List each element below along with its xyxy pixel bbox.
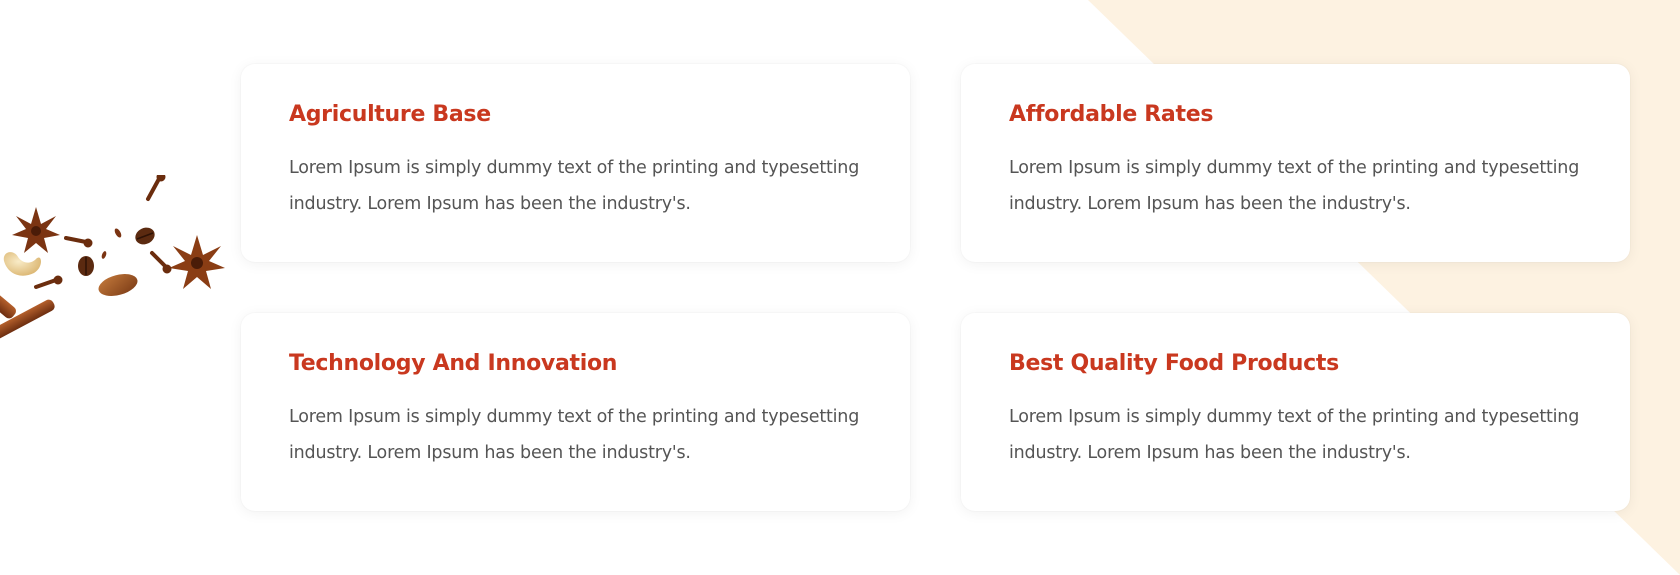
star-anise-icon bbox=[12, 207, 60, 253]
cinnamon-stick-icon bbox=[0, 280, 55, 344]
almond-icon bbox=[98, 274, 138, 296]
features-grid: Agriculture Base Lorem Ipsum is simply d… bbox=[241, 64, 1630, 512]
clove-icon bbox=[34, 175, 172, 289]
feature-description: Lorem Ipsum is simply dummy text of the … bbox=[289, 407, 860, 464]
feature-title: Technology And Innovation bbox=[289, 351, 618, 376]
feature-description: Lorem Ipsum is simply dummy text of the … bbox=[1009, 158, 1580, 215]
feature-title: Affordable Rates bbox=[1009, 102, 1214, 127]
feature-title: Best Quality Food Products bbox=[1009, 351, 1339, 376]
feature-card: Technology And Innovation Lorem Ipsum is… bbox=[241, 313, 910, 511]
feature-description: Lorem Ipsum is simply dummy text of the … bbox=[1009, 407, 1580, 464]
feature-title: Agriculture Base bbox=[289, 102, 491, 127]
star-anise-icon bbox=[169, 235, 225, 289]
feature-card: Best Quality Food Products Lorem Ipsum i… bbox=[961, 313, 1630, 511]
spices-illustration bbox=[0, 175, 225, 344]
feature-card: Agriculture Base Lorem Ipsum is simply d… bbox=[241, 64, 910, 262]
cashew-icon bbox=[3, 252, 41, 276]
feature-description: Lorem Ipsum is simply dummy text of the … bbox=[289, 158, 860, 215]
feature-card: Affordable Rates Lorem Ipsum is simply d… bbox=[961, 64, 1630, 262]
coffee-bean-icon bbox=[78, 227, 155, 276]
